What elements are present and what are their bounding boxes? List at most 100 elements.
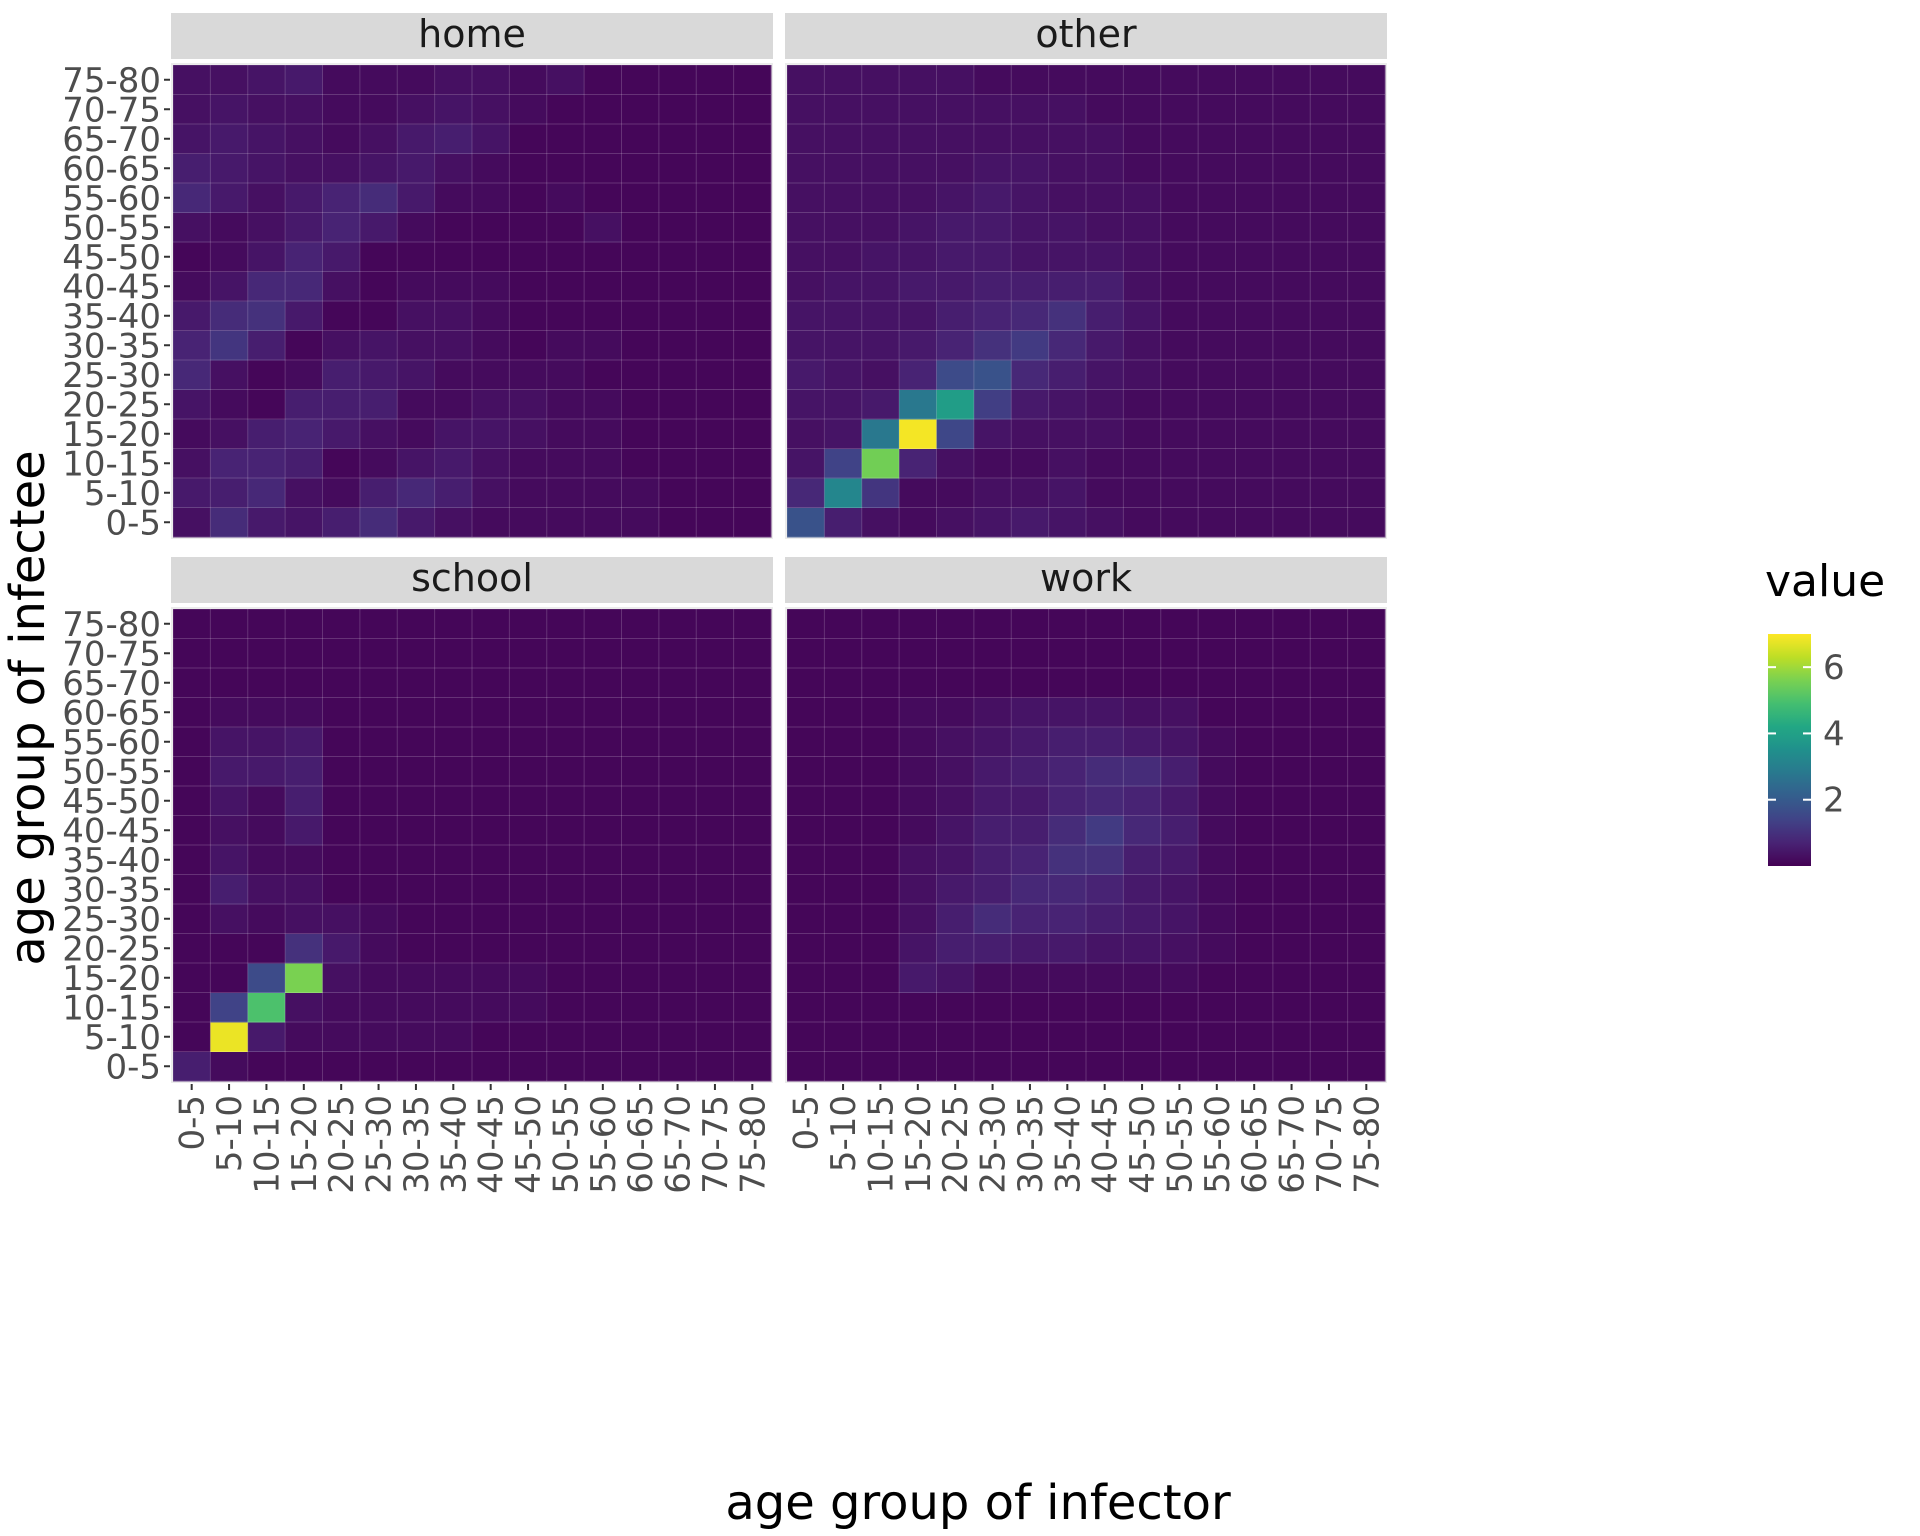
heatmap-cell: 0-5 / 55-60: 0.2 <box>1198 507 1236 538</box>
heatmap-cell: 30-35 / 60-65: 0.2 <box>1235 330 1274 361</box>
heatmap-cell: 20-25 / 20-25: 3.9 <box>936 389 975 420</box>
x-tick-label: 0-5 <box>173 1095 213 1151</box>
heatmap-cell: 65-70 / 50-55: 0.1 <box>546 668 585 698</box>
heatmap-cell: 55-60 / 35-40: 0.6 <box>1048 727 1087 757</box>
heatmap-cell: 5-10 / 60-65: 0.2 <box>621 478 660 508</box>
heatmap-cell: 70-75 / 45-50: 0.2 <box>1123 94 1162 125</box>
heatmap-cell: 0-5 / 0-5: 0.1 <box>787 1051 825 1082</box>
heatmap-cell: 70-75 / 10-15: 0.3 <box>861 94 900 125</box>
heatmap-cell: 55-60 / 35-40: 0.1 <box>434 727 473 757</box>
heatmap-cell: 70-75 / 55-60: 0.1 <box>1198 638 1236 669</box>
heatmap-cell: 45-50 / 0-5: 0.1 <box>173 242 211 272</box>
heatmap-cell: 45-50 / 75-80: 0.1 <box>733 786 772 816</box>
heatmap-cell: 60-65 / 20-25: 0.1 <box>322 697 361 728</box>
heatmap-cell: 35-40 / 35-40: 1 <box>1048 845 1087 875</box>
heatmap-cell: 50-55 / 40-45: 0.3 <box>1086 212 1124 243</box>
heatmap-cell: 10-15 / 40-45: 0.1 <box>1086 992 1124 1023</box>
heatmap-cell: 45-50 / 25-30: 0.1 <box>359 242 398 272</box>
heatmap-cell: 65-70 / 35-40: 0.6 <box>434 124 473 154</box>
heatmap-cell: 35-40 / 60-65: 0.1 <box>621 845 660 875</box>
heatmap-cell: 70-75 / 60-65: 0.2 <box>1235 94 1274 125</box>
x-tick-label: 0-5 <box>787 1095 827 1151</box>
heatmap-cell: 55-60 / 40-45: 0.1 <box>472 727 510 757</box>
heatmap-cell: 25-30 / 75-80: 0.1 <box>733 904 772 934</box>
heatmap-cell: 35-40 / 0-5: 0.4 <box>787 301 825 331</box>
heatmap-cell: 45-50 / 5-10: 0.3 <box>824 242 863 272</box>
heatmap-cell: 20-25 / 5-10: 0.1 <box>824 933 863 964</box>
heatmap-cell: 15-20 / 35-40: 0.2 <box>434 963 473 993</box>
heatmap-cell: 70-75 / 5-10: 0.3 <box>824 94 863 125</box>
heatmap-cell: 50-55 / 35-40: 0.4 <box>1048 212 1087 243</box>
heatmap-cell: 0-5 / 5-10: 0.1 <box>824 1051 863 1082</box>
heatmap-cell: 20-25 / 60-65: 0.1 <box>1235 933 1274 964</box>
heatmap-cell: 25-30 / 70-75: 0.1 <box>696 360 735 390</box>
heatmap-cell: 75-80 / 5-10: 0.3 <box>824 65 863 95</box>
heatmap-cell: 55-60 / 70-75: 0.1 <box>696 727 735 757</box>
heatmap-cell: 55-60 / 40-45: 0.6 <box>1086 727 1124 757</box>
heatmap-cell: 0-5 / 45-50: 0.1 <box>509 1051 548 1082</box>
heatmap-cell: 25-30 / 60-65: 0.1 <box>621 904 660 934</box>
heatmap-cell: 45-50 / 20-25: 0.3 <box>936 786 975 816</box>
heatmap-cell: 15-20 / 50-55: 0.1 <box>546 963 585 993</box>
heatmap-cell: 15-20 / 30-35: 0.2 <box>1011 963 1050 993</box>
heatmap-cell: 55-60 / 45-50: 0.1 <box>509 183 548 213</box>
heatmap-cell: 55-60 / 45-50: 0.5 <box>1123 727 1162 757</box>
heatmap-cell: 60-65 / 50-55: 0.1 <box>546 697 585 728</box>
heatmap-cell: 45-50 / 35-40: 0.1 <box>434 786 473 816</box>
heatmap-cell: 50-55 / 60-65: 0.2 <box>1235 212 1274 243</box>
heatmap-cell: 5-10 / 35-40: 0.6 <box>434 478 473 508</box>
heatmap-cell: 65-70 / 30-35: 0.1 <box>1011 668 1050 698</box>
heatmap-cell: 15-20 / 10-15: 2.8 <box>861 419 900 449</box>
heatmap-cell: 50-55 / 50-55: 0.2 <box>1160 212 1199 243</box>
heatmap-cell: 30-35 / 20-25: 0.7 <box>936 330 975 361</box>
heatmap-cell: 10-15 / 0-5: 0.3 <box>173 448 211 479</box>
heatmap-cell: 15-20 / 0-5: 0.2 <box>173 419 211 449</box>
heatmap-cell: 20-25 / 10-15: 0.1 <box>247 389 286 420</box>
heatmap-cell: 60-65 / 10-15: 0.2 <box>247 697 286 728</box>
heatmap-cell: 40-45 / 70-75: 0.1 <box>1310 815 1349 846</box>
heatmap-cell: 70-75 / 70-75: 0.1 <box>696 94 735 125</box>
heatmap-cell: 35-40 / 20-25: 0.4 <box>936 845 975 875</box>
heatmap-cell: 20-25 / 35-40: 0.2 <box>434 389 473 420</box>
heatmap-cell: 55-60 / 55-60: 0.2 <box>1198 727 1236 757</box>
heatmap-cell: 65-70 / 65-70: 0.1 <box>658 124 697 154</box>
heatmap-cell: 55-60 / 60-65: 0.1 <box>621 183 660 213</box>
heatmap-cell: 70-75 / 30-35: 0.3 <box>397 94 436 125</box>
heatmap-cell: 0-5 / 55-60: 0.1 <box>584 1051 622 1082</box>
heatmap-cell: 40-45 / 10-15: 0.2 <box>247 815 286 846</box>
heatmap-cell: 0-5 / 70-75: 0.1 <box>696 1051 735 1082</box>
heatmap-cell: 55-60 / 0-5: 0.1 <box>787 727 825 757</box>
heatmap-cell: 10-15 / 25-30: 0.2 <box>359 448 398 479</box>
heatmap-cell: 55-60 / 15-20: 0.5 <box>285 727 323 757</box>
x-tick-label: 65-70 <box>1273 1095 1313 1194</box>
heatmap-cell: 65-70 / 20-25: 0.2 <box>322 124 361 154</box>
heatmap-cell: 5-10 / 25-30: 0.6 <box>359 478 398 508</box>
heatmap-cell: 35-40 / 30-35: 0.7 <box>1011 845 1050 875</box>
heatmap-cell: 70-75 / 50-55: 0.1 <box>546 638 585 669</box>
heatmap-cell: 50-55 / 15-20: 0.4 <box>899 212 937 243</box>
heatmap-cell: 10-15 / 15-20: 0.1 <box>899 992 937 1023</box>
heatmap-cell: 35-40 / 35-40: 0.1 <box>434 845 473 875</box>
heatmap-cell: 5-10 / 10-15: 0.1 <box>861 1022 900 1052</box>
heatmap-cell: 60-65 / 45-50: 0.2 <box>1123 153 1162 184</box>
y-tick-label: 30-35 <box>62 870 161 910</box>
heatmap-cell: 15-20 / 45-50: 0.2 <box>1123 419 1162 449</box>
heatmap-cell: 70-75 / 50-55: 0.1 <box>546 94 585 125</box>
heatmap-cell: 45-50 / 30-35: 0.1 <box>397 242 436 272</box>
heatmap-cell: 10-15 / 35-40: 0.1 <box>1048 992 1087 1023</box>
heatmap-cell: 25-30 / 0-5: 0.1 <box>173 904 211 934</box>
heatmap-cell: 5-10 / 15-20: 0.2 <box>899 478 937 508</box>
heatmap-cell: 40-45 / 60-65: 0.1 <box>621 271 660 302</box>
heatmap-cell: 20-25 / 75-80: 0.1 <box>733 933 772 964</box>
heatmap-cell: 70-75 / 25-30: 0.1 <box>359 638 398 669</box>
heatmap-cell: 50-55 / 75-80: 0.1 <box>733 212 772 243</box>
heatmap-cell: 45-50 / 75-80: 0.1 <box>1347 786 1386 816</box>
heatmap-cell: 15-20 / 40-45: 0.4 <box>472 419 510 449</box>
heatmap-cell: 5-10 / 65-70: 0.1 <box>658 478 697 508</box>
heatmap-cell: 15-20 / 20-25: 0.4 <box>936 963 975 993</box>
heatmap-cell: 75-80 / 0-5: 0.3 <box>787 65 825 95</box>
heatmap-cell: 75-80 / 15-20: 0.1 <box>899 609 937 639</box>
heatmap-cell: 60-65 / 60-65: 0.1 <box>621 697 660 728</box>
heatmap-cell: 40-45 / 65-70: 0.1 <box>658 815 697 846</box>
heatmap-cell: 75-80 / 60-65: 0.2 <box>1235 65 1274 95</box>
